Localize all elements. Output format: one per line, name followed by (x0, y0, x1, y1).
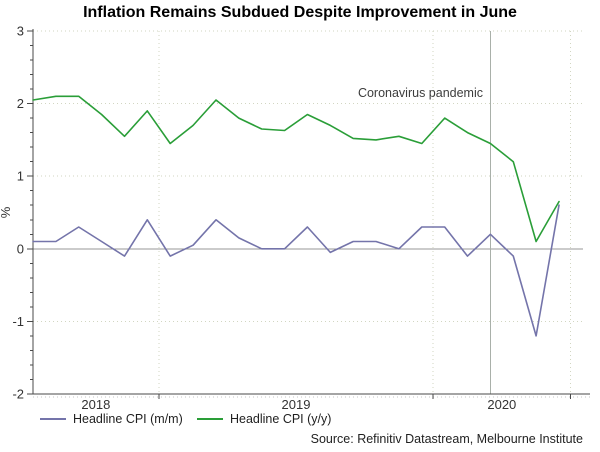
y-tick-label: 2 (17, 96, 24, 111)
legend-label-cpi-yy: Headline CPI (y/y) (230, 412, 332, 426)
x-year-label: 2018 (81, 397, 110, 412)
pandemic-annotation: Coronavirus pandemic (357, 86, 483, 100)
source-credit: Source: Refinitiv Datastream, Melbourne … (310, 432, 583, 446)
y-tick-label: 0 (17, 241, 24, 256)
y-tick-label: -2 (12, 387, 24, 402)
legend-label-cpi-mm: Headline CPI (m/m) (73, 412, 183, 426)
legend-item-cpi-yy: Headline CPI (y/y) (197, 412, 331, 426)
x-year-label: 2019 (282, 397, 311, 412)
y-tick-label: -1 (12, 314, 24, 329)
legend-item-cpi-mm: Headline CPI (m/m) (40, 412, 183, 426)
cpi-mm-line-swatch (40, 418, 66, 420)
y-axis-unit-label: % (0, 206, 13, 218)
x-year-label: 2020 (487, 397, 516, 412)
cpi-yy-line-swatch (197, 418, 223, 420)
y-tick-label: 3 (17, 24, 24, 39)
cpi-mm-line (32, 204, 560, 337)
chart-title: Inflation Remains Subdued Despite Improv… (83, 4, 517, 21)
chart-legend: Headline CPI (m/m) Headline CPI (y/y) (0, 412, 600, 430)
cpi-yy-line (32, 95, 560, 243)
y-tick-label: 1 (17, 169, 24, 184)
